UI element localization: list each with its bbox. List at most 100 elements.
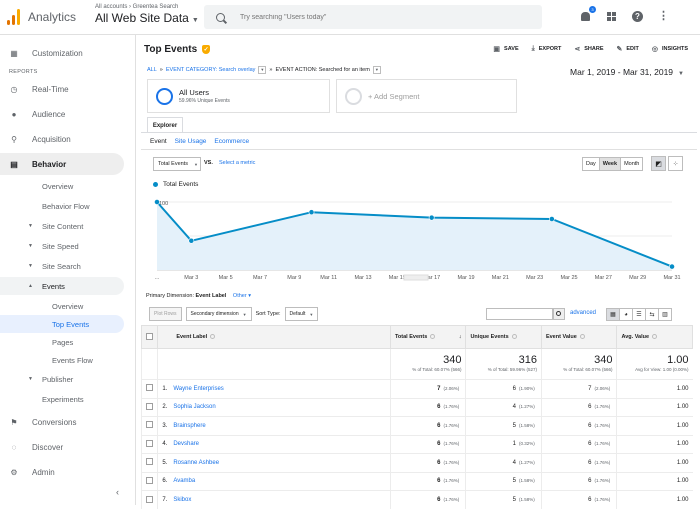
sidebar-sub-experiments[interactable]: Experiments xyxy=(0,390,124,408)
event-label-link[interactable]: Sophia Jackson xyxy=(173,404,215,410)
select-all-header[interactable] xyxy=(142,326,158,349)
granularity-day-button[interactable]: Day xyxy=(583,158,600,170)
category-dropdown-icon[interactable]: ▼ xyxy=(258,66,266,74)
select-all-checkbox[interactable] xyxy=(146,333,153,340)
sidebar-item-acquisition[interactable]: ⚲Acquisition xyxy=(0,128,124,150)
motion-chart-icon[interactable]: ⁘ xyxy=(668,156,683,171)
tab-explorer[interactable]: Explorer xyxy=(147,117,183,133)
sidebar-sub-overview[interactable]: Overview xyxy=(0,177,124,195)
data-point[interactable] xyxy=(429,215,434,220)
date-range-picker[interactable]: Mar 1, 2019 - Mar 31, 2019▼ xyxy=(570,67,684,77)
table-search-input[interactable] xyxy=(486,308,553,320)
data-point[interactable] xyxy=(309,210,314,215)
col-total-events[interactable]: Total Events↓ xyxy=(390,326,466,349)
sidebar-item-audience[interactable]: ●Audience xyxy=(0,103,124,125)
col-event-label[interactable]: Event Label xyxy=(158,326,391,349)
subtab-ecommerce[interactable]: Ecommerce xyxy=(214,138,249,145)
action-dropdown-icon[interactable]: ▼ xyxy=(373,66,381,74)
plot-rows-button[interactable]: Plot Rows xyxy=(149,307,182,321)
sidebar-item-realtime[interactable]: ◷Real-Time xyxy=(0,78,124,100)
data-table-view-icon[interactable]: ▦ xyxy=(606,308,620,321)
export-button[interactable]: ⤓EXPORT xyxy=(532,45,562,53)
table-search-button[interactable] xyxy=(553,308,565,320)
share-button[interactable]: ⋖SHARE xyxy=(574,45,603,53)
sidebar-item-behavior[interactable]: ▤Behavior xyxy=(0,153,124,175)
sidebar-sub-events[interactable]: ▲Events xyxy=(0,277,124,295)
row-checkbox[interactable] xyxy=(146,477,153,484)
row-checkbox[interactable] xyxy=(146,421,153,428)
sidebar-sub-top-events[interactable]: Top Events xyxy=(0,315,124,333)
line-chart-icon[interactable]: ◩ xyxy=(651,156,666,171)
apps-button[interactable] xyxy=(605,10,618,23)
other-dimension-link[interactable]: Other ▾ xyxy=(233,293,251,299)
sidebar-sub-events-overview[interactable]: Overview xyxy=(0,297,124,315)
help-icon: ? xyxy=(632,11,643,22)
sidebar-item-conversions[interactable]: ⚑Conversions xyxy=(0,411,124,433)
sidebar-item-discover[interactable]: ◌Discover xyxy=(0,436,124,458)
granularity-week-button[interactable]: Week xyxy=(600,158,621,170)
search-input[interactable] xyxy=(240,14,520,21)
granularity-month-button[interactable]: Month xyxy=(621,158,642,170)
select-metric-link[interactable]: Select a metric xyxy=(219,160,255,166)
row-checkbox[interactable] xyxy=(146,496,153,503)
secondary-dimension-select[interactable]: Secondary dimension▼ xyxy=(186,307,252,321)
comparison-view-icon[interactable]: ⇆ xyxy=(645,308,659,321)
event-label-link[interactable]: Rosanne Ashbee xyxy=(173,460,219,466)
col-avg-value[interactable]: Avg. Value xyxy=(617,326,693,349)
collapse-sidebar-icon[interactable]: ‹ xyxy=(116,487,119,497)
chevron-down-icon: ▼ xyxy=(194,162,198,167)
primary-dimension-value: Event Label xyxy=(196,293,227,299)
performance-view-icon[interactable]: ☰ xyxy=(632,308,646,321)
col-unique-events[interactable]: Unique Events xyxy=(466,326,542,349)
sidebar-item-customization[interactable]: ▦Customization xyxy=(0,42,124,64)
search-box[interactable] xyxy=(204,5,542,29)
sidebar-sub-site-content[interactable]: ▼Site Content xyxy=(0,217,124,235)
sidebar-sub-publisher[interactable]: ▼Publisher xyxy=(0,370,124,388)
sidebar-sub-behavior-flow[interactable]: Behavior Flow xyxy=(0,197,124,215)
analytics-logo-icon[interactable] xyxy=(7,9,21,25)
data-point[interactable] xyxy=(549,216,554,221)
event-label-link[interactable]: Brainsphere xyxy=(173,423,205,429)
data-point[interactable] xyxy=(189,238,194,243)
col-event-value[interactable]: Event Value xyxy=(541,326,617,349)
row-checkbox[interactable] xyxy=(146,384,153,391)
edit-button[interactable]: ✎EDIT xyxy=(617,45,639,53)
data-point[interactable] xyxy=(154,199,159,204)
sidebar-sub-site-search[interactable]: ▼Site Search xyxy=(0,257,124,275)
chart-range-handle[interactable] xyxy=(404,275,428,280)
sidebar-sub-site-speed[interactable]: ▼Site Speed xyxy=(0,237,124,255)
help-button[interactable]: ? xyxy=(631,10,644,23)
subtab-site-usage[interactable]: Site Usage xyxy=(175,138,207,145)
add-segment-button[interactable]: + Add Segment xyxy=(336,79,517,113)
more-options-button[interactable]: ⋮ xyxy=(657,10,670,23)
row-checkbox[interactable] xyxy=(146,440,153,447)
sort-type-select[interactable]: Default▼ xyxy=(285,307,319,321)
filter-all-link[interactable]: ALL xyxy=(147,67,157,73)
event-label-link[interactable]: Avamba xyxy=(173,478,195,484)
subtab-event[interactable]: Event xyxy=(150,138,167,145)
row-checkbox[interactable] xyxy=(146,403,153,410)
data-point[interactable] xyxy=(669,264,674,269)
pie-view-icon[interactable]: ◕ xyxy=(619,308,633,321)
account-selector[interactable]: All accounts › Greentea Search All Web S… xyxy=(95,4,199,25)
advanced-filter-link[interactable]: advanced xyxy=(570,310,596,316)
term-cloud-view-icon[interactable]: ▥ xyxy=(658,308,672,321)
sidebar-item-admin[interactable]: ⚙Admin xyxy=(0,461,124,483)
save-button[interactable]: ▣SAVE xyxy=(493,45,518,53)
property-name[interactable]: All Web Site Data▼ xyxy=(95,11,199,25)
help-circle-icon xyxy=(430,334,435,339)
event-label-link[interactable]: Skibox xyxy=(173,497,191,503)
insights-button[interactable]: ◎INSIGHTS xyxy=(652,45,688,53)
notifications-button[interactable]: 3 xyxy=(579,10,592,23)
filter-category-link[interactable]: EVENT CATEGORY: Search overlay xyxy=(166,67,256,73)
sidebar-sub-events-flow[interactable]: Events Flow xyxy=(0,351,124,369)
sidebar-sub-pages[interactable]: Pages xyxy=(0,333,124,351)
event-label-link[interactable]: Devshare xyxy=(173,441,199,447)
metric-select[interactable]: Total Events▼ xyxy=(153,157,201,171)
legend-dot xyxy=(153,182,158,187)
expand-arrow-icon: ▼ xyxy=(28,263,34,269)
row-checkbox[interactable] xyxy=(146,458,153,465)
event-label-link[interactable]: Wayne Enterprises xyxy=(173,386,223,392)
